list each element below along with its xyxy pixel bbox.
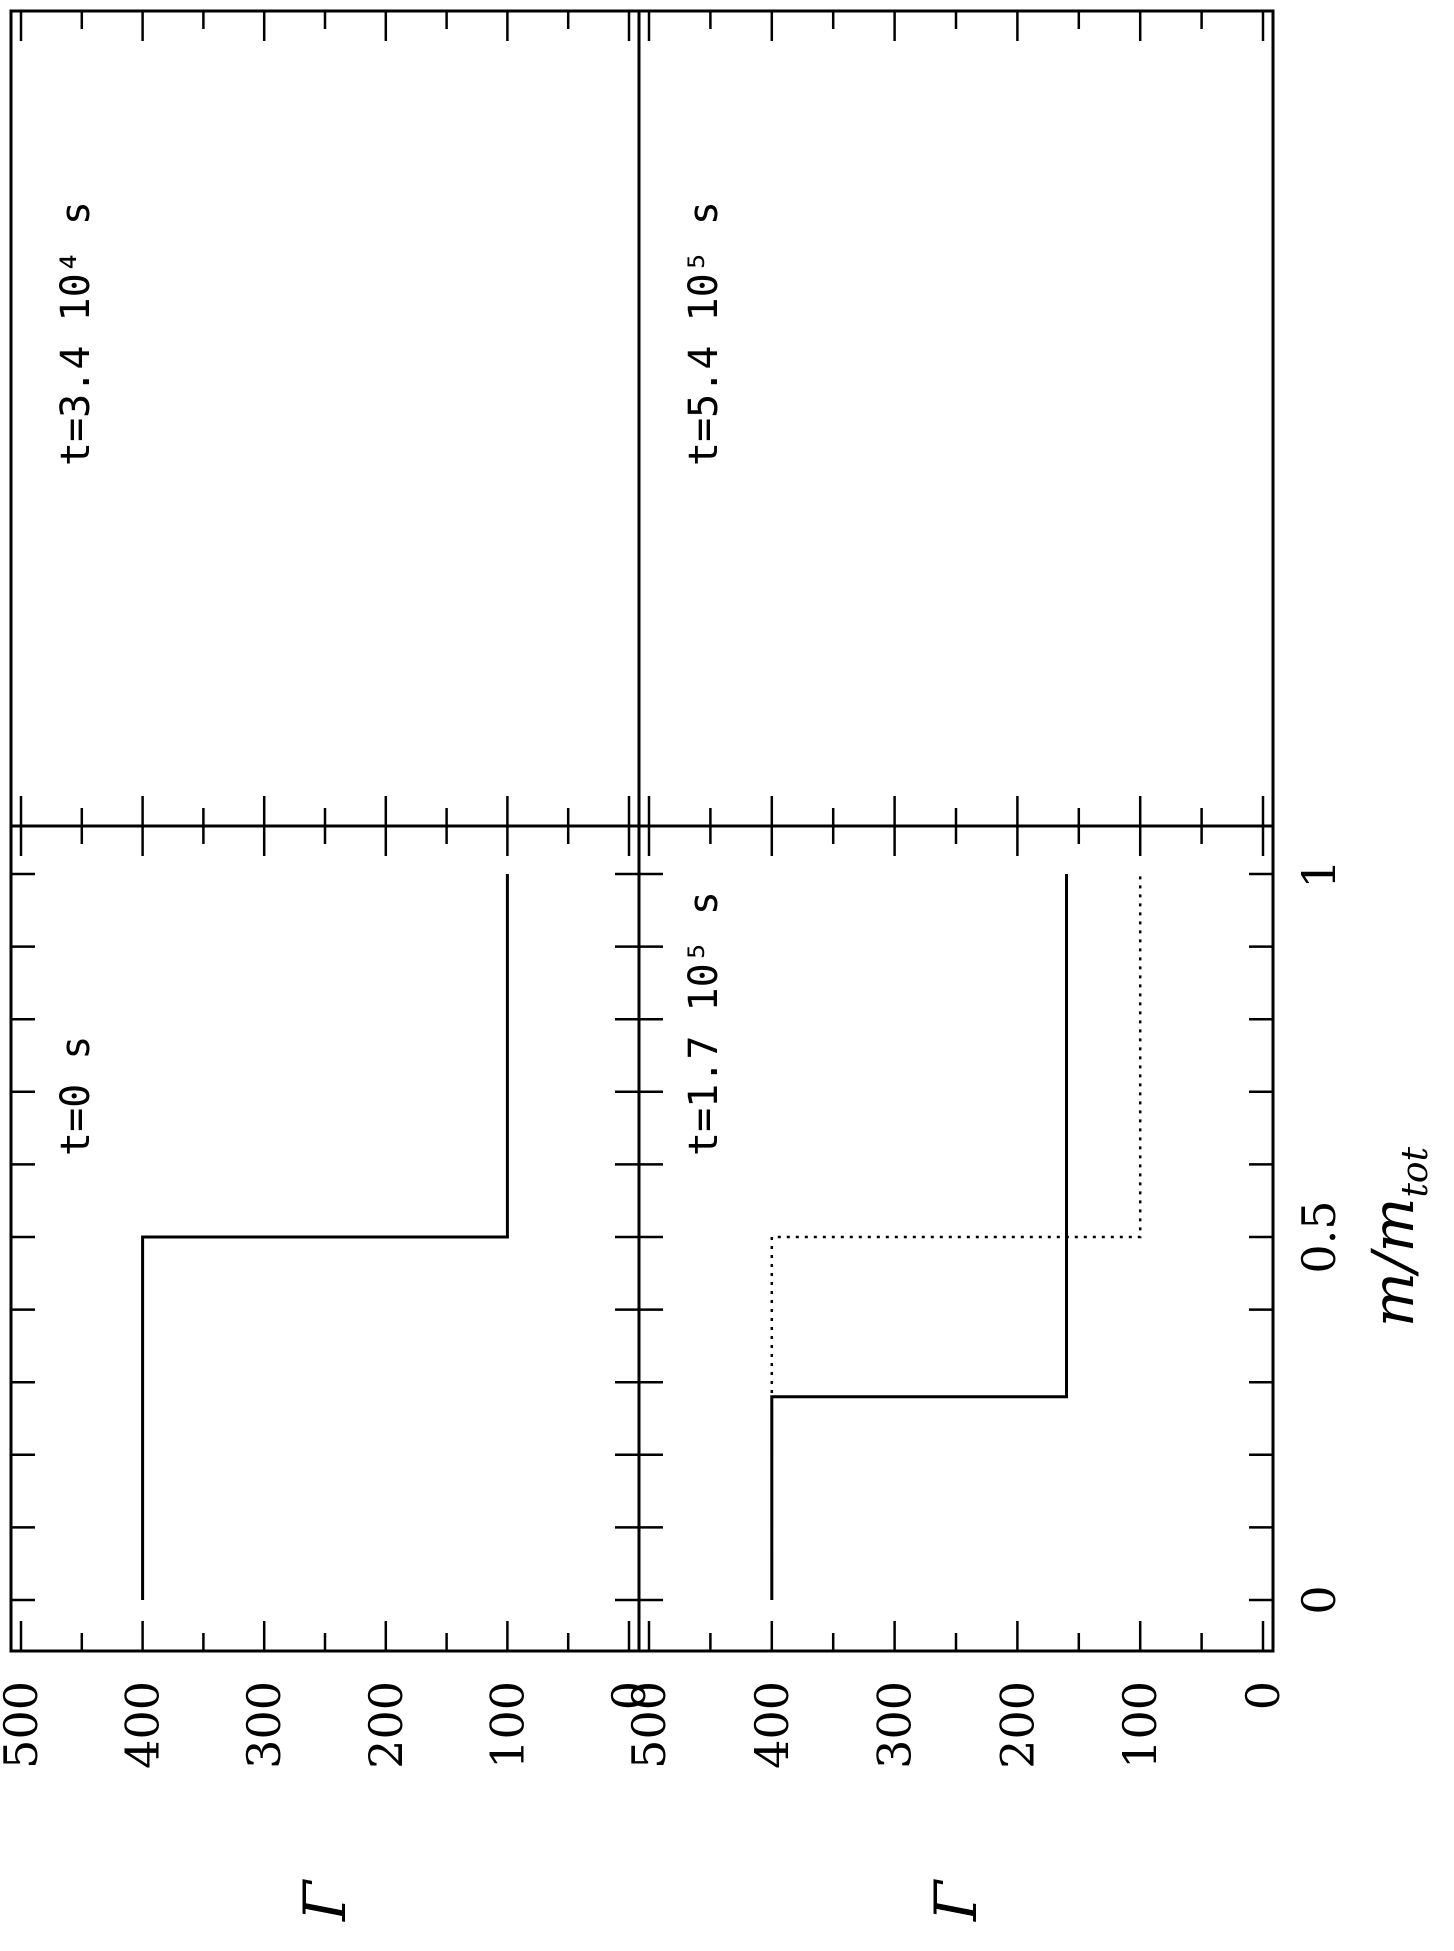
x-tick-label: 1 xyxy=(1292,859,1346,888)
panel-annotation: t=5.4 10⁵ s xyxy=(681,201,727,466)
x-axis-title-subscript: tot xyxy=(1395,1146,1436,1197)
y-tick-label: 0 xyxy=(1236,1681,1290,1710)
panel-top-left: 0 100 200 300 400 500 Γt=0 s xyxy=(0,824,656,1922)
y-tick-label: 0 xyxy=(602,1681,656,1710)
y-tick-label: 100 xyxy=(480,1681,534,1769)
x-tick-label: 0 xyxy=(1292,1585,1346,1614)
y-tick-label: 200 xyxy=(990,1681,1044,1769)
panel-frame xyxy=(9,9,641,828)
panel-frame xyxy=(637,824,1275,1653)
x-axis-title-main: m/m xyxy=(1359,1198,1427,1328)
y-tick-label: 400 xyxy=(116,1681,170,1769)
panel-annotation: t=0 s xyxy=(53,1036,99,1156)
panel-annotation: t=1.7 10⁵ s xyxy=(681,891,727,1156)
y-tick-label: 500 xyxy=(622,1681,676,1769)
x-axis-title: m/mtot xyxy=(1359,1146,1436,1327)
series-initial-dotted xyxy=(770,874,1142,1600)
y-tick-label: 100 xyxy=(1113,1681,1167,1769)
y-tick-label: 300 xyxy=(237,1681,291,1769)
panel-bottom-left: 0 0.5 1 m/mtot 0 100 200 300 400 500 Γt=1.7 10⁵ s xyxy=(622,824,1436,1922)
panel-annotation: t=3.4 10⁴ s xyxy=(53,201,99,466)
x-tick-label: 0.5 xyxy=(1292,1200,1346,1273)
panel-top-right: t=3.4 10⁴ s xyxy=(9,9,641,828)
panel-bottom-right: 00.51m/mtott=5.4 10⁵ s xyxy=(637,9,1275,828)
y-tick-label: 300 xyxy=(868,1681,922,1769)
y-tick-label: 400 xyxy=(745,1681,799,1769)
y-axis-title: Γ xyxy=(291,1879,359,1922)
series-solid xyxy=(770,874,1068,1600)
series-solid xyxy=(141,874,509,1600)
y-axis-title: Γ xyxy=(922,1879,990,1922)
y-tick-label: 500 xyxy=(0,1681,48,1769)
panel-frame xyxy=(637,9,1275,828)
y-tick-label: 200 xyxy=(359,1681,413,1769)
